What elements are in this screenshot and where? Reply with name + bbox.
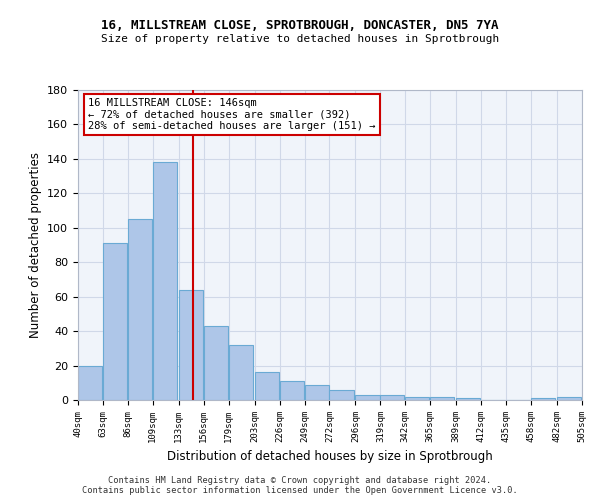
- Bar: [78, 366, 102, 400]
- Bar: [430, 396, 454, 400]
- Text: 16, MILLSTREAM CLOSE, SPROTBROUGH, DONCASTER, DN5 7YA: 16, MILLSTREAM CLOSE, SPROTBROUGH, DONCA…: [101, 19, 499, 32]
- Y-axis label: Number of detached properties: Number of detached properties: [29, 152, 41, 338]
- Bar: [229, 345, 253, 400]
- Bar: [456, 398, 481, 400]
- Bar: [128, 219, 152, 400]
- Bar: [406, 396, 430, 400]
- Text: Contains HM Land Registry data © Crown copyright and database right 2024.
Contai: Contains HM Land Registry data © Crown c…: [82, 476, 518, 495]
- Bar: [380, 395, 404, 400]
- Bar: [280, 381, 304, 400]
- Bar: [355, 395, 380, 400]
- Bar: [329, 390, 353, 400]
- Bar: [204, 326, 228, 400]
- Bar: [153, 162, 177, 400]
- Text: 16 MILLSTREAM CLOSE: 146sqm
← 72% of detached houses are smaller (392)
28% of se: 16 MILLSTREAM CLOSE: 146sqm ← 72% of det…: [88, 98, 376, 131]
- Bar: [103, 244, 127, 400]
- Text: Size of property relative to detached houses in Sprotbrough: Size of property relative to detached ho…: [101, 34, 499, 44]
- Bar: [531, 398, 555, 400]
- Bar: [254, 372, 279, 400]
- Bar: [557, 396, 581, 400]
- X-axis label: Distribution of detached houses by size in Sprotbrough: Distribution of detached houses by size …: [167, 450, 493, 464]
- Bar: [305, 384, 329, 400]
- Bar: [179, 290, 203, 400]
